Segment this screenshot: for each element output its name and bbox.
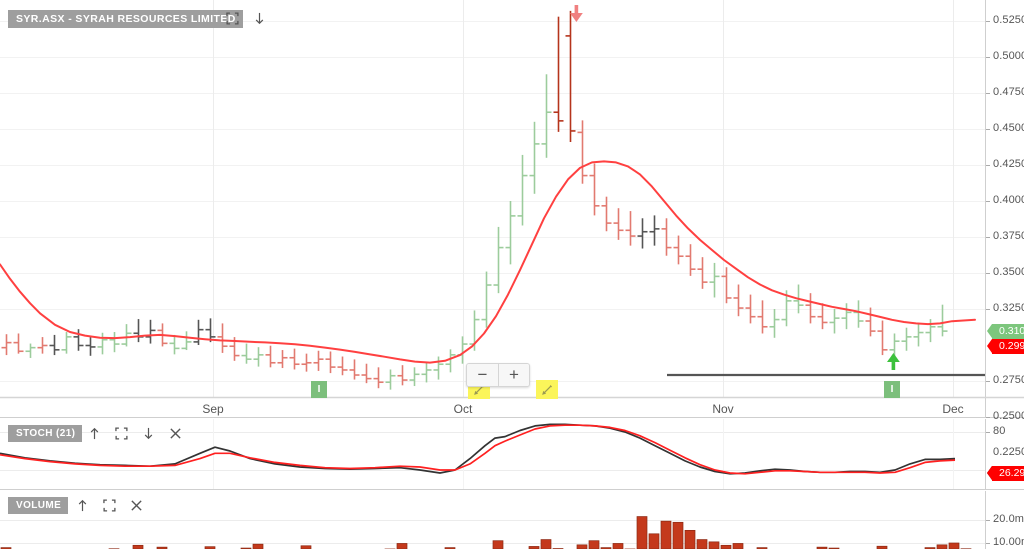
- price-axis-tick-label: 0.4750: [993, 86, 1024, 98]
- zoom-in-button[interactable]: +: [498, 364, 529, 386]
- volume-panel-toolbar[interactable]: [76, 499, 143, 512]
- stoch-panel-toolbar[interactable]: [88, 427, 182, 440]
- price-panel-toolbar[interactable]: [226, 12, 266, 25]
- time-axis-tick-label: Oct: [453, 402, 473, 416]
- stoch-axis-tick-label: 80: [993, 425, 1006, 437]
- stochastic-canvas: [0, 419, 1024, 490]
- price-chart-canvas: [0, 0, 1024, 418]
- price-axis-tick-label: 0.2250: [993, 446, 1024, 458]
- fullscreen-icon[interactable]: [226, 12, 239, 25]
- stoch-d-tag: 26.29: [986, 465, 1024, 481]
- stochastic-indicator-panel[interactable]: STOCH (21) 80 25.5826.29: [0, 419, 1024, 490]
- close-icon[interactable]: [130, 499, 143, 512]
- buy-signal-arrow[interactable]: [886, 352, 901, 370]
- price-axis-tick-label: 0.3500: [993, 266, 1024, 278]
- volume-canvas: [0, 491, 990, 549]
- fullscreen-icon[interactable]: [115, 427, 128, 440]
- symbol-legend-chip[interactable]: SYR.ASX - SYRAH RESOURCES LIMITED: [8, 10, 243, 28]
- price-axis-tick-label: 0.5250: [993, 14, 1024, 26]
- volume-indicator-panel[interactable]: VOLUME 20.0m 10.00m: [0, 491, 1024, 549]
- time-axis-tick-label: Dec: [942, 402, 964, 416]
- event-marker-dividend[interactable]: I: [884, 381, 900, 398]
- volume-axis-tick-label: 20.0m: [993, 513, 1024, 525]
- move-up-icon[interactable]: [88, 427, 101, 440]
- close-icon[interactable]: [169, 427, 182, 440]
- price-axis-tick-label: 0.3750: [993, 230, 1024, 242]
- price-axis-tick-label: 0.4500: [993, 122, 1024, 134]
- event-marker-dividend[interactable]: I: [311, 381, 327, 398]
- price-axis-tick-label: 0.4000: [993, 194, 1024, 206]
- price-axis-tick-label: 0.3250: [993, 302, 1024, 314]
- note-marker-pencil[interactable]: [536, 380, 558, 399]
- time-axis-tick-label: Nov: [712, 402, 734, 416]
- zoom-controls[interactable]: − +: [466, 363, 530, 387]
- price-axis-tick-label: 0.4250: [993, 158, 1024, 170]
- sell-signal-arrow[interactable]: [569, 5, 584, 23]
- pencil-icon: [541, 385, 552, 395]
- move-down-icon[interactable]: [142, 427, 155, 440]
- volume-legend-chip[interactable]: VOLUME: [8, 497, 69, 514]
- prev-close-tag: 0.2995: [986, 338, 1024, 354]
- zoom-out-button[interactable]: −: [467, 364, 498, 386]
- download-icon[interactable]: [253, 12, 266, 25]
- stoch-legend-chip[interactable]: STOCH (21): [8, 425, 83, 442]
- fullscreen-icon[interactable]: [103, 499, 116, 512]
- price-axis-tick-label: 0.2750: [993, 374, 1024, 386]
- price-axis-tick-label: 0.5000: [993, 50, 1024, 62]
- time-axis-tick-label: Sep: [202, 402, 224, 416]
- price-axis-tick-label: 0.2500: [993, 410, 1024, 422]
- volume-axis-tick-label: 10.00m: [993, 536, 1024, 548]
- move-up-icon[interactable]: [76, 499, 89, 512]
- price-chart-panel[interactable]: SYR.ASX - SYRAH RESOURCES LIMITED: [0, 0, 1024, 458]
